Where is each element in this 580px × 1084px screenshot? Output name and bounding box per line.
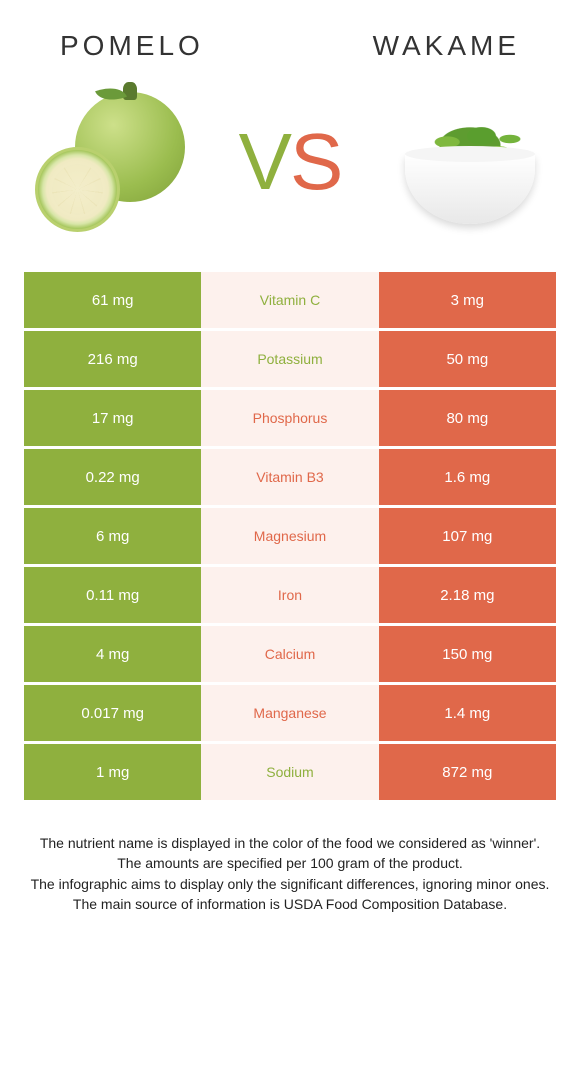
left-value: 4 mg — [24, 626, 201, 682]
vs-label: VS — [239, 116, 342, 208]
nutrient-table: 61 mgVitamin C3 mg216 mgPotassium50 mg17… — [24, 272, 556, 800]
left-value: 6 mg — [24, 508, 201, 564]
footer-line-2: The amounts are specified per 100 gram o… — [24, 853, 556, 873]
table-row: 17 mgPhosphorus80 mg — [24, 390, 556, 446]
pomelo-icon — [35, 92, 185, 232]
right-value: 1.4 mg — [379, 685, 556, 741]
right-value: 2.18 mg — [379, 567, 556, 623]
wakame-icon — [395, 92, 545, 232]
table-row: 61 mgVitamin C3 mg — [24, 272, 556, 328]
footer-line-4: The main source of information is USDA F… — [24, 894, 556, 914]
nutrient-label: Iron — [201, 567, 378, 623]
nutrient-label: Magnesium — [201, 508, 378, 564]
table-row: 1 mgSodium872 mg — [24, 744, 556, 800]
nutrient-label: Potassium — [201, 331, 378, 387]
nutrient-label: Phosphorus — [201, 390, 378, 446]
table-row: 4 mgCalcium150 mg — [24, 626, 556, 682]
table-row: 0.22 mgVitamin B31.6 mg — [24, 449, 556, 505]
nutrient-label: Calcium — [201, 626, 378, 682]
left-value: 216 mg — [24, 331, 201, 387]
nutrient-label: Sodium — [201, 744, 378, 800]
table-row: 0.017 mgManganese1.4 mg — [24, 685, 556, 741]
pomelo-image — [30, 82, 190, 242]
table-row: 0.11 mgIron2.18 mg — [24, 567, 556, 623]
right-value: 50 mg — [379, 331, 556, 387]
nutrient-label: Vitamin B3 — [201, 449, 378, 505]
nutrient-label: Vitamin C — [201, 272, 378, 328]
left-value: 0.017 mg — [24, 685, 201, 741]
vs-s: S — [290, 117, 341, 206]
image-row: VS — [0, 72, 580, 272]
footer-notes: The nutrient name is displayed in the co… — [0, 803, 580, 914]
right-value: 80 mg — [379, 390, 556, 446]
left-value: 0.22 mg — [24, 449, 201, 505]
left-value: 17 mg — [24, 390, 201, 446]
vs-v: V — [239, 117, 290, 206]
right-value: 3 mg — [379, 272, 556, 328]
left-value: 61 mg — [24, 272, 201, 328]
footer-line-3: The infographic aims to display only the… — [24, 874, 556, 894]
nutrient-label: Manganese — [201, 685, 378, 741]
right-value: 872 mg — [379, 744, 556, 800]
right-value: 1.6 mg — [379, 449, 556, 505]
left-value: 1 mg — [24, 744, 201, 800]
left-value: 0.11 mg — [24, 567, 201, 623]
footer-line-1: The nutrient name is displayed in the co… — [24, 833, 556, 853]
wakame-image — [390, 82, 550, 242]
table-row: 216 mgPotassium50 mg — [24, 331, 556, 387]
header: Pomelo Wakame — [0, 0, 580, 72]
right-value: 107 mg — [379, 508, 556, 564]
right-food-title: Wakame — [373, 30, 520, 62]
left-food-title: Pomelo — [60, 30, 204, 62]
right-value: 150 mg — [379, 626, 556, 682]
table-row: 6 mgMagnesium107 mg — [24, 508, 556, 564]
